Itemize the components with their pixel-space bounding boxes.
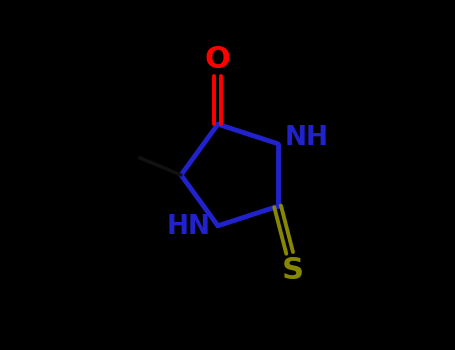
Text: S: S — [282, 256, 304, 285]
Text: NH: NH — [284, 125, 329, 152]
Text: O: O — [205, 45, 231, 74]
Text: HN: HN — [167, 215, 211, 240]
